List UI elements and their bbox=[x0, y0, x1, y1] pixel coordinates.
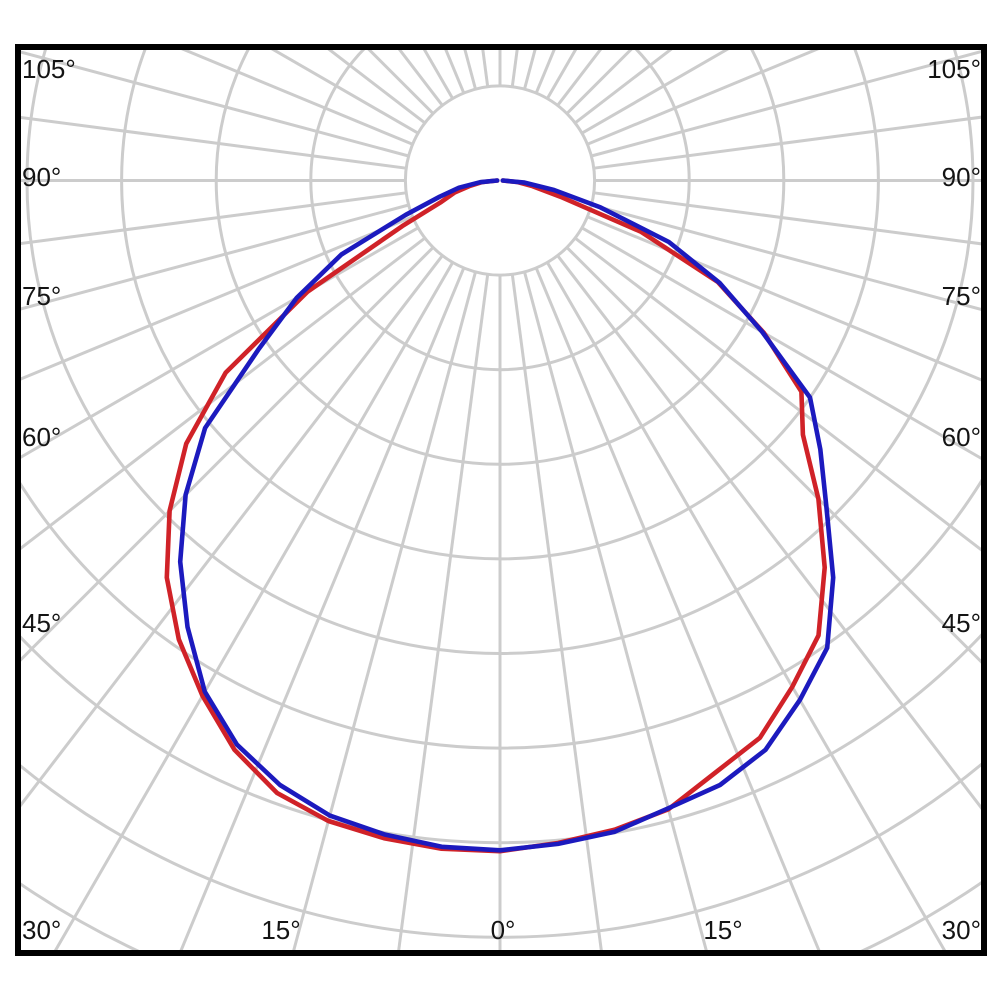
polar-ray bbox=[18, 49, 409, 158]
polar-ray bbox=[178, 267, 466, 953]
polar-ray bbox=[556, 47, 605, 107]
polar-ray bbox=[18, 246, 435, 665]
polar-ray bbox=[523, 271, 709, 953]
polar-ray bbox=[565, 246, 984, 667]
polar-ray bbox=[52, 261, 454, 953]
chart-frame bbox=[15, 44, 987, 956]
polar-ray bbox=[18, 203, 409, 312]
polar-ray bbox=[173, 47, 414, 146]
polar-ray bbox=[265, 47, 419, 135]
polar-ray bbox=[18, 191, 407, 246]
blue-curve bbox=[177, 178, 836, 853]
polar-ray bbox=[565, 47, 636, 115]
polar-ring bbox=[403, 84, 597, 277]
polar-ray bbox=[556, 254, 984, 814]
polar-ray bbox=[18, 254, 444, 812]
polar-ray bbox=[18, 215, 414, 382]
polar-ray bbox=[593, 115, 984, 170]
polar-ray bbox=[591, 203, 984, 312]
polar-ray bbox=[396, 274, 490, 953]
polar-ray bbox=[18, 115, 407, 170]
polar-ray bbox=[18, 236, 426, 553]
polar-ray bbox=[591, 49, 984, 158]
polar-ray bbox=[534, 267, 822, 953]
polar-ray bbox=[510, 274, 604, 953]
red-curve bbox=[164, 178, 827, 854]
polar-ray bbox=[291, 271, 477, 953]
polar-ray bbox=[586, 47, 827, 146]
polar-ray bbox=[364, 47, 435, 115]
polar-ray bbox=[581, 47, 735, 135]
polar-ray bbox=[574, 236, 984, 554]
polar-ray bbox=[18, 226, 419, 461]
polar-ray bbox=[546, 261, 948, 953]
polar-ray bbox=[581, 226, 984, 462]
polar-ray bbox=[395, 47, 444, 107]
polar-ray bbox=[586, 215, 984, 383]
polar-ray bbox=[593, 191, 984, 246]
